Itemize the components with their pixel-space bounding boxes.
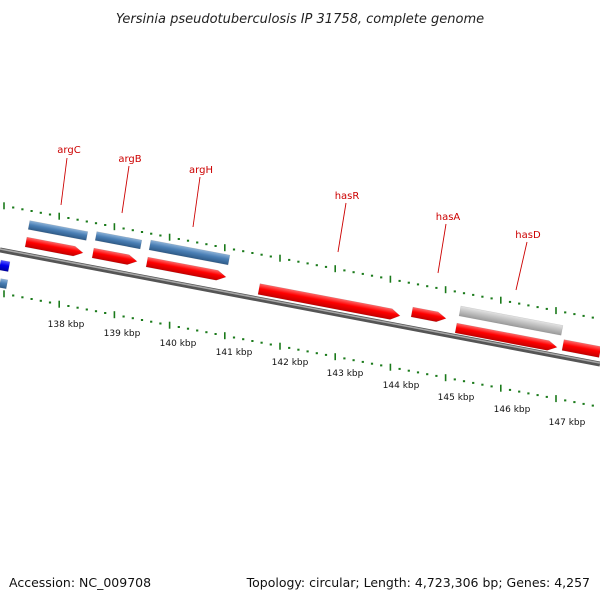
feature-hasR-arrow — [257, 283, 401, 320]
outer-tick-ring — [3, 202, 594, 319]
leader-line — [437, 223, 447, 274]
scale-label: 140 kbp — [160, 339, 197, 349]
accession-text: Accession: NC_009708 — [9, 575, 151, 590]
feature-argC-arrow — [24, 236, 84, 257]
scale-label: 139 kbp — [104, 329, 141, 339]
gene-label: hasA — [436, 212, 461, 223]
scale-label: 142 kbp — [272, 358, 309, 368]
scale-label: 144 kbp — [383, 381, 420, 391]
leader-line — [192, 176, 201, 228]
scale-label: 141 kbp — [216, 348, 253, 358]
gene-labels: argC argB argH hasR hasA hasD — [57, 145, 541, 241]
feature-hasA-arrow — [410, 306, 447, 322]
scale-labels: 138 kbp 139 kbp 140 kbp 141 kbp 142 kbp 143 k… — [48, 320, 586, 428]
feature-hasD-arrow — [454, 322, 558, 351]
scale-label: 143 kbp — [327, 369, 364, 379]
feature-argH-arrow — [145, 256, 227, 281]
gene-label: argH — [189, 165, 213, 176]
scale-label: 145 kbp — [438, 393, 475, 403]
scale-label: 138 kbp — [48, 320, 85, 330]
leader-line — [60, 157, 68, 206]
feature-edge-blue — [0, 278, 9, 290]
feature-hasD-box — [458, 305, 564, 336]
gene-label: argB — [118, 154, 141, 165]
gene-label: hasR — [335, 191, 360, 202]
label-leaders — [60, 157, 528, 291]
inner-tick-ring — [3, 290, 594, 407]
gene-label: argC — [57, 145, 80, 156]
feature-track — [0, 220, 600, 358]
backbone — [0, 247, 600, 367]
leader-line — [121, 165, 130, 214]
leader-line — [337, 202, 347, 253]
genome-summary: Topology: circular; Length: 4,723,306 bp… — [246, 575, 590, 590]
scale-label: 147 kbp — [549, 418, 586, 428]
feature-argB-box — [94, 231, 143, 250]
feature-argH-box — [148, 239, 231, 266]
scale-label: 146 kbp — [494, 405, 531, 415]
map-title: Yersinia pseudotuberculosis IP 31758, co… — [116, 12, 484, 27]
feature-argC-box — [27, 220, 89, 241]
gene-label: hasD — [515, 230, 541, 241]
leader-line — [515, 241, 528, 291]
feature-edge-arrow — [561, 339, 600, 358]
feature-argB-arrow — [91, 247, 138, 265]
feature-edge-darkblue — [0, 259, 11, 272]
